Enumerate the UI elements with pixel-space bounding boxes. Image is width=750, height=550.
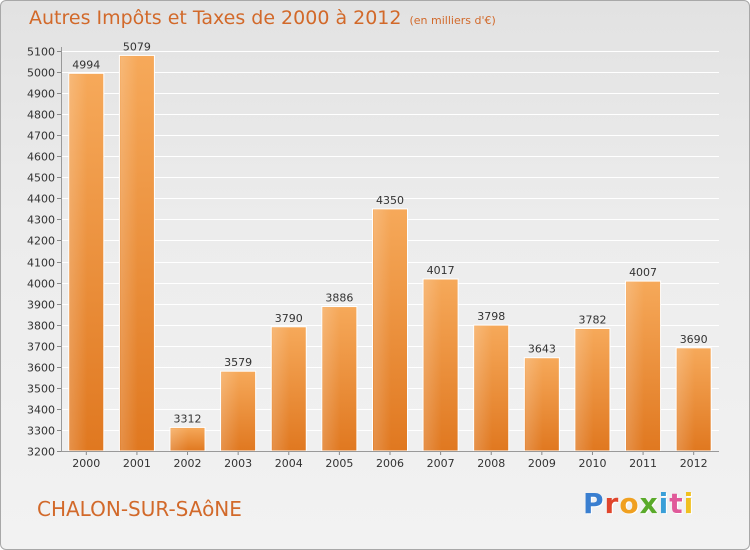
data-label-2000: 4994: [72, 58, 100, 71]
y-tick-label: 4200: [27, 235, 55, 248]
data-label-2006: 4350: [376, 194, 404, 207]
bar-highlight-2003: [221, 372, 240, 451]
x-tick-label: 2011: [629, 457, 657, 470]
x-tick-label: 2012: [680, 457, 708, 470]
bar-highlight-2004: [272, 327, 290, 451]
proxiti-logo[interactable]: Proxiti: [583, 487, 694, 520]
y-tick-label: 4000: [27, 278, 55, 291]
bar-highlight-2007: [424, 280, 442, 451]
y-tick-label: 3800: [27, 320, 55, 333]
chart-title: Autres Impôts et Taxes de 2000 à 2012 (en…: [29, 7, 496, 29]
bar-highlight-2005: [322, 307, 341, 451]
y-tick-label: 3300: [27, 425, 55, 438]
y-tick-label: 3600: [27, 362, 55, 375]
data-label-2012: 3690: [680, 333, 708, 346]
data-label-2010: 3782: [578, 313, 606, 326]
bar-highlight-2006: [373, 209, 391, 451]
data-label-2001: 5079: [123, 40, 151, 53]
bar-highlight-2009: [525, 358, 543, 451]
data-label-2011: 4007: [629, 266, 657, 279]
bar-highlight-2002: [171, 428, 189, 451]
y-axis-ticks: 3200 3300 3400 3500 3600 3700 3800 3900 4000 4100…: [27, 46, 61, 459]
data-label-2007: 4017: [427, 264, 455, 277]
logo-letter: x: [639, 487, 659, 520]
x-tick-label: 2000: [72, 457, 100, 470]
data-label-2009: 3643: [528, 343, 556, 356]
logo-letter: i: [658, 487, 670, 520]
y-tick-label: 3200: [27, 446, 55, 459]
bar-highlight-2008: [474, 326, 493, 451]
grid-lines: [61, 51, 719, 452]
bar-highlight-2011: [626, 282, 645, 451]
y-tick-label: 4900: [27, 88, 55, 101]
x-tick-label: 2005: [325, 457, 353, 470]
y-tick-label: 3700: [27, 341, 55, 354]
logo-letter: r: [604, 487, 620, 520]
bars: 4994 5079 3312 3579 3790 3886 4350 4017 3798 3643…: [68, 40, 712, 452]
y-tick-label: 4100: [27, 257, 55, 270]
bar-highlight-2001: [120, 56, 138, 451]
city-name: CHALON-SUR-SAôNE: [37, 497, 242, 521]
x-tick-label: 2007: [427, 457, 455, 470]
logo-letter: o: [619, 487, 640, 520]
x-tick-label: 2003: [224, 457, 252, 470]
data-label-2003: 3579: [224, 356, 252, 369]
y-tick-label: 4800: [27, 109, 55, 122]
x-tick-label: 2008: [477, 457, 505, 470]
y-tick-label: 3900: [27, 299, 55, 312]
y-tick-label: 4700: [27, 130, 55, 143]
bar-highlight-2000: [69, 74, 88, 451]
x-axis-ticks: 2000 2001 2002 2003 2004 2005 2006 2007 2008 2009…: [72, 451, 708, 470]
data-label-2002: 3312: [174, 412, 202, 425]
y-tick-label: 4500: [27, 172, 55, 185]
y-tick-label: 5100: [27, 46, 55, 59]
x-tick-label: 2001: [123, 457, 151, 470]
x-tick-label: 2006: [376, 457, 404, 470]
y-tick-label: 5000: [27, 67, 55, 80]
data-label-2008: 3798: [477, 310, 505, 323]
logo-letter: t: [669, 487, 684, 520]
axes: [61, 47, 719, 452]
x-tick-label: 2004: [275, 457, 303, 470]
bar-highlight-2012: [677, 348, 695, 451]
logo-letter: i: [683, 487, 695, 520]
data-label-2004: 3790: [275, 312, 303, 325]
bar-highlight-2010: [575, 329, 594, 451]
x-tick-label: 2009: [528, 457, 556, 470]
chart-title-text: Autres Impôts et Taxes de 2000 à 2012: [29, 7, 402, 29]
logo-letter: P: [583, 487, 605, 520]
chart-subtitle: (en milliers d'€): [409, 14, 496, 27]
y-tick-label: 4300: [27, 214, 55, 227]
y-tick-label: 4400: [27, 193, 55, 206]
y-tick-label: 4600: [27, 151, 55, 164]
data-label-2005: 3886: [325, 292, 353, 305]
x-tick-label: 2010: [578, 457, 606, 470]
x-tick-label: 2002: [174, 457, 202, 470]
y-tick-label: 3500: [27, 383, 55, 396]
y-tick-label: 3400: [27, 404, 55, 417]
